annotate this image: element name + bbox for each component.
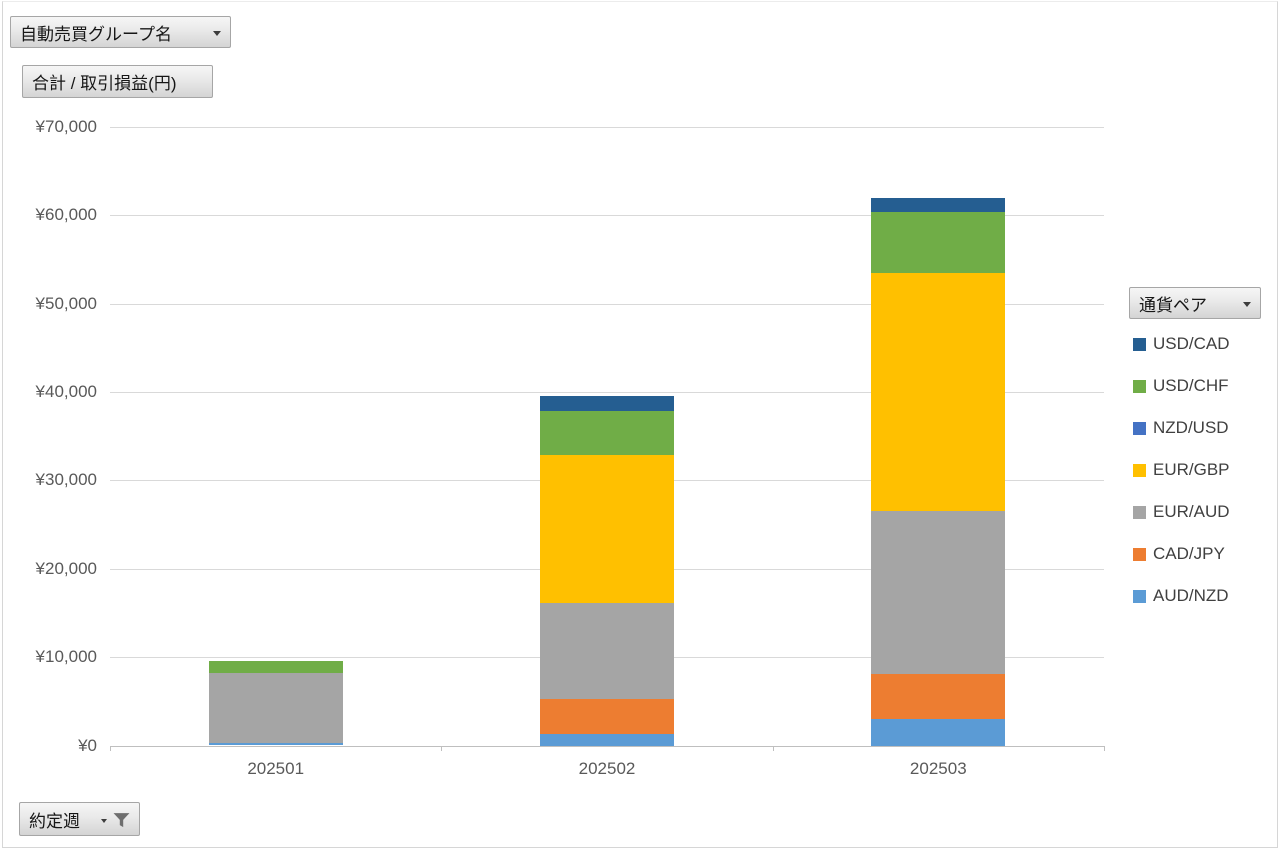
- bar-segment: [208, 742, 343, 746]
- group-name-field-label: 自動売買グループ名: [20, 24, 172, 44]
- value-field-label: 合計 / 取引損益(円): [32, 74, 177, 93]
- legend-label: EUR/GBP: [1153, 460, 1230, 479]
- x-axis-tick: [1104, 745, 1105, 751]
- legend-label: USD/CHF: [1153, 376, 1229, 395]
- legend-item: EUR/AUD: [1133, 502, 1230, 522]
- category-label: 202501: [247, 759, 305, 778]
- gridline: [110, 215, 1104, 217]
- bar-segment: [540, 454, 674, 604]
- legend-item: AUD/NZD: [1133, 586, 1229, 606]
- bar-segment: [871, 719, 1006, 746]
- legend-swatch: [1133, 463, 1146, 477]
- x-axis: [110, 745, 1104, 747]
- legend-label: NZD/USD: [1153, 418, 1229, 437]
- category-label: 202502: [578, 759, 636, 778]
- bar-segment: [540, 395, 674, 411]
- legend-swatch: [1133, 337, 1146, 351]
- bar-segment: [540, 734, 674, 746]
- y-axis-label: ¥20,000: [35, 558, 97, 578]
- value-field-button[interactable]: 合計 / 取引損益(円): [22, 65, 213, 98]
- legend-swatch: [1133, 547, 1146, 561]
- legend-label: CAD/JPY: [1153, 544, 1225, 563]
- legend-swatch: [1133, 379, 1146, 393]
- legend-label: AUD/NZD: [1153, 586, 1229, 605]
- y-axis-label: ¥70,000: [35, 117, 97, 136]
- y-axis-label: ¥60,000: [35, 205, 97, 225]
- legend-label: USD/CAD: [1153, 334, 1230, 353]
- chevron-down-icon[interactable]: [1243, 302, 1251, 307]
- y-axis-label: ¥40,000: [35, 382, 97, 402]
- filter-icon[interactable]: [113, 812, 130, 829]
- legend-item: EUR/GBP: [1133, 460, 1230, 480]
- axis-field-button[interactable]: 約定週: [19, 802, 140, 836]
- bar-segment: [208, 660, 343, 674]
- group-name-field-button[interactable]: 自動売買グループ名: [10, 16, 231, 48]
- bar-segment: [540, 410, 674, 455]
- gridline: [110, 127, 1104, 128]
- chevron-down-icon[interactable]: [101, 818, 107, 823]
- legend-field-button[interactable]: 通貨ペア: [1129, 287, 1261, 319]
- bar-segment: [871, 511, 1006, 674]
- legend-field-label: 通貨ペア: [1139, 295, 1207, 315]
- bar-segment: [540, 603, 674, 699]
- legend-label: EUR/AUD: [1153, 502, 1230, 521]
- legend-item: USD/CAD: [1133, 334, 1230, 354]
- legend-item: NZD/USD: [1133, 418, 1229, 438]
- chevron-down-icon[interactable]: [213, 31, 221, 36]
- y-axis-label: ¥50,000: [35, 293, 97, 313]
- y-axis-label: ¥30,000: [35, 470, 97, 490]
- category-label: 202503: [909, 759, 967, 778]
- legend-item: CAD/JPY: [1133, 544, 1225, 564]
- y-axis-label: ¥10,000: [35, 647, 97, 667]
- bar-segment: [871, 197, 1006, 212]
- legend-item: USD/CHF: [1133, 376, 1229, 396]
- gridline: [110, 303, 1104, 305]
- bar-segment: [871, 211, 1006, 273]
- axis-field-label: 約定週: [29, 811, 80, 831]
- bar-segment: [208, 673, 343, 743]
- legend-swatch: [1133, 421, 1146, 435]
- legend-swatch: [1133, 505, 1146, 519]
- x-axis-tick: [441, 745, 443, 751]
- legend-swatch: [1133, 589, 1146, 603]
- bar-segment: [871, 673, 1006, 719]
- bar-segment: [871, 272, 1006, 512]
- y-axis-label: ¥0: [78, 735, 97, 755]
- gridline: [110, 392, 1104, 394]
- bar-segment: [540, 698, 674, 734]
- x-axis-tick: [772, 745, 774, 751]
- x-axis-tick: [110, 745, 111, 751]
